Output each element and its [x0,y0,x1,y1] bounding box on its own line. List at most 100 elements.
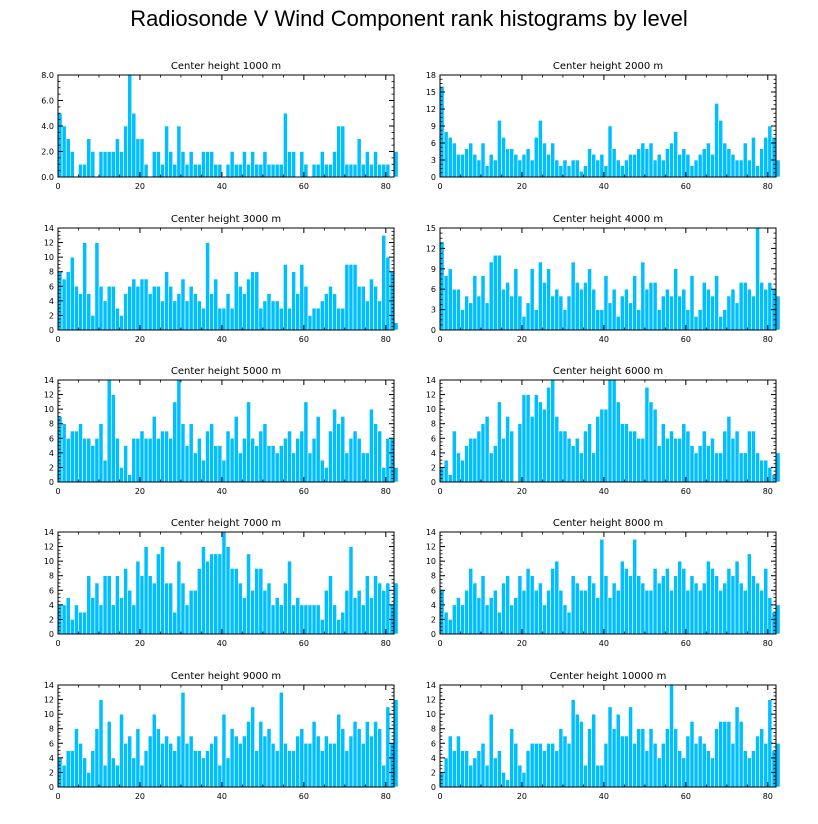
histogram-bar [775,742,781,788]
histogram-bar [369,278,374,331]
histogram-bar [307,315,313,331]
y-tick-label: 14 [44,528,54,537]
histogram-bar [554,750,560,788]
histogram-bar [307,742,313,788]
histogram-bar [681,568,687,635]
y-tick-label: 9 [431,265,436,274]
histogram-bar [492,445,498,483]
y-tick-label: 15 [426,224,436,233]
histogram-bar [110,757,116,788]
y-tick-label: 12 [44,391,54,400]
x-tick-label: 0 [55,487,60,496]
histogram-bar [151,285,157,331]
histogram-bar [615,713,621,788]
x-tick-label: 60 [681,182,691,191]
histogram-bar [192,589,198,635]
histogram-bar [488,154,494,178]
histogram-bar [160,163,165,178]
histogram-bar [352,721,358,788]
histogram-bar [229,568,235,635]
histogram-bar [242,597,247,635]
histogram-bar [775,604,781,635]
histogram-bar [492,254,498,331]
histogram-bar [176,379,182,483]
histogram-bar [65,597,71,635]
histogram-bar [315,604,321,635]
histogram-bar [365,300,370,331]
histogram-bar [443,611,449,635]
histogram-bar [566,295,572,331]
histogram-bar [69,750,75,788]
histogram-bar [624,159,629,178]
histogram-bar [188,151,194,178]
histogram-bar [201,307,206,331]
histogram-bar [730,575,736,635]
histogram-bar [775,452,781,483]
histogram-bar [488,261,494,331]
histogram-bar [332,151,337,178]
histogram-bar [106,151,112,178]
histogram-bar [460,750,465,788]
histogram-bar [714,275,719,331]
histogram-bar [188,735,194,788]
histogram-bar [447,619,453,635]
histogram-bar [119,315,124,331]
histogram-bar [685,589,691,635]
histogram-bar [644,589,650,635]
histogram-bar [542,604,547,635]
histogram-bar [476,750,482,788]
histogram-bar [180,278,186,331]
histogram-bar [258,721,264,788]
panel-5: Center height 5000 m 0 2 4 6 8 10 12 14 0 20 40 60 80 [44,366,399,496]
histogram-bar [205,151,210,178]
histogram-bar [123,568,128,635]
histogram-bar [201,151,206,178]
histogram-bar [509,148,515,178]
histogram-bar [472,582,478,635]
histogram-bar [640,582,646,635]
histogram-bar [348,546,354,635]
histogram-bar [147,437,153,483]
histogram-bar [393,151,399,178]
histogram-bar [574,159,580,178]
histogram-bar [775,295,781,331]
histogram-bar [554,288,560,331]
histogram-bar [615,401,621,483]
x-tick-label: 0 [437,639,442,648]
histogram-bar [90,445,96,483]
histogram-bar [315,307,321,331]
histogram-bar [763,742,769,788]
histogram-bar [151,582,157,635]
x-tick-label: 40 [217,182,227,191]
histogram-bar [456,288,461,331]
histogram-bar [734,302,740,331]
histogram-bar [710,154,715,178]
y-tick-label: 4 [49,449,54,458]
histogram-bar [344,452,350,483]
histogram-bar [156,437,161,483]
histogram-bar [648,589,654,635]
histogram-bar [274,163,280,178]
histogram-bar [201,757,206,788]
histogram-bar [660,423,666,483]
histogram-bar [74,604,79,635]
histogram-bar [217,307,223,331]
histogram-bar [521,589,527,635]
histogram-bar [550,295,556,331]
histogram-bar [759,728,765,788]
histogram-bar [188,589,194,635]
histogram-bar [726,295,732,331]
histogram-bar [303,401,309,483]
histogram-bar [451,142,457,178]
histogram-bar [164,735,169,788]
histogram-bar [262,589,268,635]
histogram-bar [579,288,584,331]
histogram-bar [706,445,711,483]
histogram-bar [521,772,527,788]
histogram-bar [451,750,457,788]
histogram-bar [336,423,342,483]
y-tick-label: 3 [431,306,436,315]
histogram-bar [328,163,333,178]
histogram-bar [763,137,769,178]
histogram-bar [86,138,92,178]
